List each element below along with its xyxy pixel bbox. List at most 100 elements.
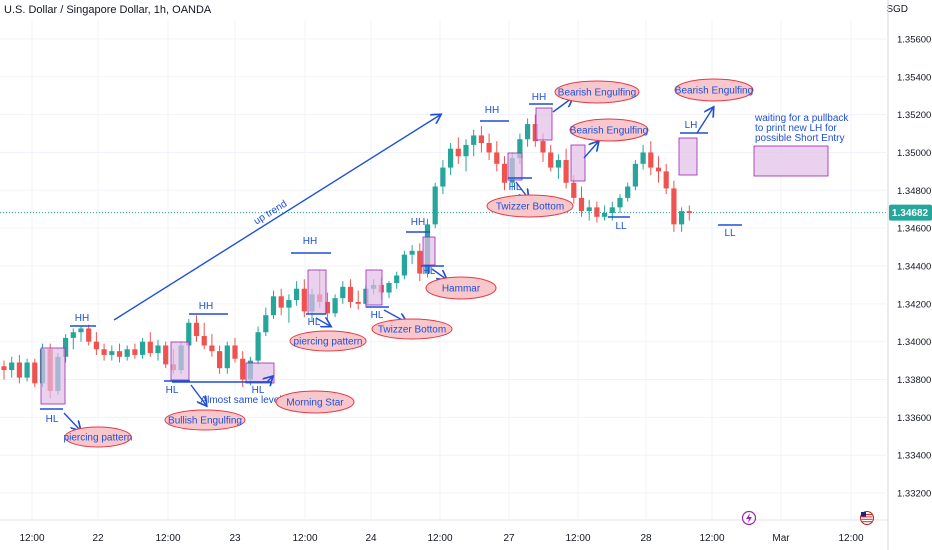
hh-label: HH bbox=[199, 301, 213, 312]
hl-label: HL bbox=[371, 310, 384, 321]
candle-body bbox=[632, 163, 638, 187]
y-tick-label: 1.33800 bbox=[897, 375, 931, 386]
candle-body bbox=[32, 362, 38, 384]
y-tick-label: 1.33600 bbox=[897, 413, 931, 424]
candle-body bbox=[24, 362, 30, 378]
candle-body bbox=[625, 186, 631, 198]
pattern-pill bbox=[289, 330, 367, 352]
pattern-box bbox=[422, 236, 436, 266]
x-tick-label: 28 bbox=[640, 533, 652, 544]
candle-body bbox=[671, 188, 677, 225]
candle-body bbox=[655, 167, 662, 172]
candle-body bbox=[471, 135, 477, 145]
pattern-pill bbox=[275, 390, 355, 414]
y-tick-label: 1.34200 bbox=[897, 299, 931, 310]
candle-body bbox=[355, 301, 361, 304]
candle-body bbox=[86, 328, 92, 342]
pattern-pill-label: Twizzer Bottom bbox=[496, 202, 564, 213]
pattern-pill-label: piercing pattern bbox=[294, 337, 363, 348]
candle-body bbox=[617, 197, 623, 208]
candle-body bbox=[278, 296, 284, 308]
candle-body bbox=[609, 207, 615, 214]
candle-body bbox=[294, 288, 300, 301]
y-tick-label: 1.35200 bbox=[897, 110, 931, 121]
x-tick-label: 24 bbox=[365, 533, 377, 544]
pattern-box bbox=[570, 144, 586, 182]
candle-body bbox=[679, 211, 685, 225]
candle-body bbox=[140, 341, 146, 355]
y-axis[interactable]: 1.35600 1.35400 1.35200 1.35000 1.34800 1.346… bbox=[889, 34, 932, 500]
candle-body bbox=[525, 124, 531, 140]
y-tick-label: 1.33400 bbox=[897, 451, 931, 462]
pattern-pill bbox=[425, 276, 497, 300]
pattern-box bbox=[535, 107, 553, 141]
annotation-arrow bbox=[696, 108, 713, 134]
x-axis[interactable]: 12:00 22 12:00 23 12:00 24 12:00 27 12:00 28 12:00… bbox=[19, 510, 874, 545]
candle-body bbox=[486, 143, 492, 153]
annotation-arrow bbox=[315, 318, 330, 326]
pattern-pill bbox=[164, 409, 246, 431]
x-tick-label: Mar bbox=[772, 533, 790, 544]
hl-label: HL bbox=[166, 385, 179, 396]
candles-group[interactable] bbox=[1, 114, 692, 399]
hh-label: HH bbox=[75, 313, 89, 324]
x-tick-label: 12:00 bbox=[292, 533, 317, 544]
candle-body bbox=[594, 207, 600, 217]
pattern-pill-label: Twizzer Bottom bbox=[378, 325, 446, 336]
candle-body bbox=[602, 213, 608, 217]
pattern-pill bbox=[486, 194, 574, 218]
candle-body bbox=[263, 315, 269, 333]
y-tick-label: 1.34600 bbox=[897, 224, 931, 235]
candle-body bbox=[201, 336, 207, 346]
x-tick-label: 12:00 bbox=[19, 533, 44, 544]
hh-label: HH bbox=[485, 105, 499, 116]
x-tick-label: 22 bbox=[92, 533, 104, 544]
candle-body bbox=[1, 366, 7, 371]
pattern-pill bbox=[569, 118, 649, 142]
pattern-pill-label: Bearish Engulfing bbox=[558, 88, 636, 99]
hh-label: HH bbox=[411, 217, 425, 228]
pattern-pill-label: piercing pattern bbox=[64, 433, 133, 444]
pattern-pill-label: Bearish Engulfing bbox=[570, 126, 648, 137]
candle-body bbox=[494, 152, 500, 164]
annotation-arrow bbox=[267, 377, 272, 382]
candle-body bbox=[232, 345, 238, 359]
candle-body bbox=[155, 345, 161, 354]
candle-body bbox=[340, 286, 346, 299]
pattern-pill-label: Morning Star bbox=[286, 398, 344, 409]
candle-body bbox=[432, 186, 438, 225]
ll-label: LL bbox=[615, 221, 627, 232]
hh-label: HH bbox=[303, 236, 317, 247]
annotation-arrow bbox=[63, 412, 80, 430]
current-price-tag[interactable] bbox=[889, 204, 932, 221]
candle-body bbox=[193, 322, 200, 337]
candle-body bbox=[78, 328, 84, 333]
candle-body bbox=[270, 296, 277, 316]
lightning-icon[interactable] bbox=[741, 510, 757, 526]
candle-body bbox=[555, 160, 561, 168]
ll-label: LL bbox=[724, 228, 736, 239]
candle-body bbox=[478, 135, 484, 143]
grid-lines bbox=[0, 0, 889, 550]
x-tick-label: 12:00 bbox=[427, 533, 452, 544]
y-tick-label: 1.33200 bbox=[897, 489, 931, 500]
candle-body bbox=[386, 283, 392, 293]
hl-label: HL bbox=[252, 385, 265, 396]
candle-body bbox=[132, 349, 138, 355]
current-price-value: 1.34682 bbox=[892, 208, 929, 219]
target-zone-box bbox=[753, 145, 829, 177]
candle-body bbox=[532, 124, 538, 142]
x-tick-label: 12:00 bbox=[699, 533, 724, 544]
annotation-arrow bbox=[431, 268, 446, 279]
hl-label: HL bbox=[423, 266, 436, 277]
lh-label: LH bbox=[685, 120, 698, 131]
candle-body bbox=[578, 197, 585, 212]
candle-body bbox=[686, 211, 692, 214]
y-tick-label: 1.34000 bbox=[897, 337, 931, 348]
x-tick-label: 12:00 bbox=[565, 533, 590, 544]
y-tick-label: 1.35000 bbox=[897, 148, 931, 159]
pattern-box bbox=[678, 137, 698, 176]
up-trend-arrow bbox=[113, 115, 440, 321]
